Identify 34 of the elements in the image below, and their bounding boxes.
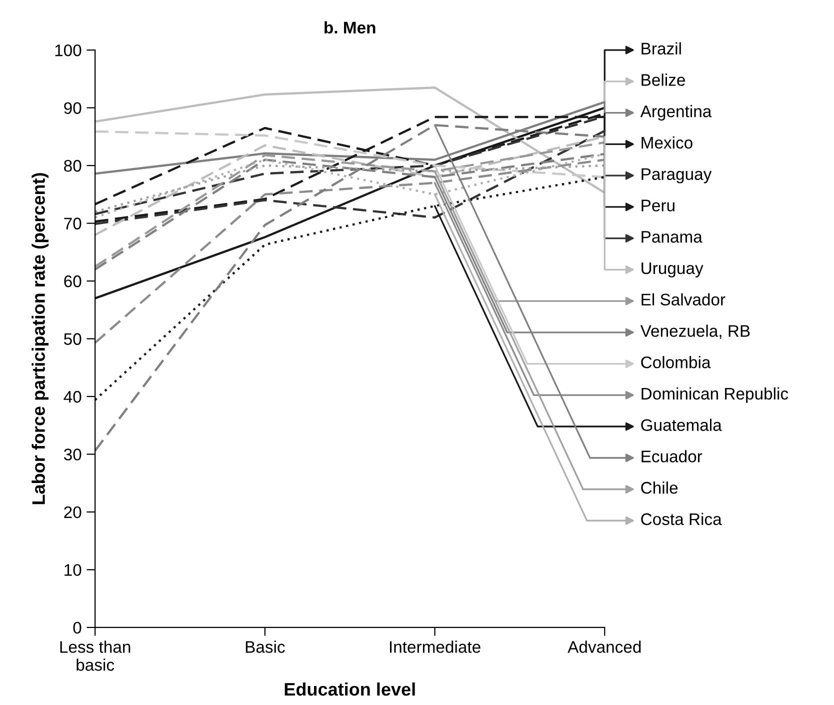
legend-label: El Salvador — [642, 293, 726, 306]
y-tick-label: 0 — [73, 622, 82, 634]
x-tick-label: Intermediate — [390, 640, 480, 653]
chart-title: b. Men — [324, 21, 376, 34]
y-tick-label: 30 — [64, 448, 82, 460]
y-tick-label: 90 — [64, 102, 82, 114]
legend-label: Panama — [642, 231, 702, 243]
legend-label: Colombia — [641, 356, 711, 368]
legend-label: Venezuela, RB — [640, 324, 750, 339]
legend-label: Brazil — [642, 42, 681, 55]
legend-label: Guatemala — [641, 418, 722, 431]
legend-label: Argentina — [640, 105, 712, 121]
y-tick-label: 40 — [64, 390, 82, 403]
y-tick-label: 100 — [55, 44, 82, 56]
legend-label: Ecuador — [642, 450, 702, 462]
y-tick-label: 10 — [64, 564, 82, 576]
y-tick-label: 80 — [64, 160, 82, 172]
y-tick-label: 20 — [64, 506, 82, 518]
legend-label: Dominican Republic — [642, 387, 788, 403]
legend-label: Paraguay — [642, 168, 712, 184]
y-tick-label: 50 — [64, 333, 82, 345]
legend-label: Belize — [642, 74, 685, 86]
legend-label: Uruguay — [642, 262, 704, 278]
x-tick-label: Less than basic — [60, 640, 130, 671]
y-axis-title: Labor force participation rate (percent) — [32, 173, 49, 504]
y-tick-label: 70 — [64, 218, 82, 230]
legend-label: Peru — [642, 200, 674, 212]
x-tick-label: Advanced — [568, 640, 641, 653]
x-axis-title: Education level — [284, 682, 415, 696]
legend-label: Costa Rica — [641, 512, 722, 526]
y-tick-label: 60 — [64, 275, 82, 288]
x-tick-label: Basic — [246, 640, 285, 653]
legend-label: Mexico — [642, 136, 692, 149]
legend-label: Chile — [641, 481, 678, 494]
